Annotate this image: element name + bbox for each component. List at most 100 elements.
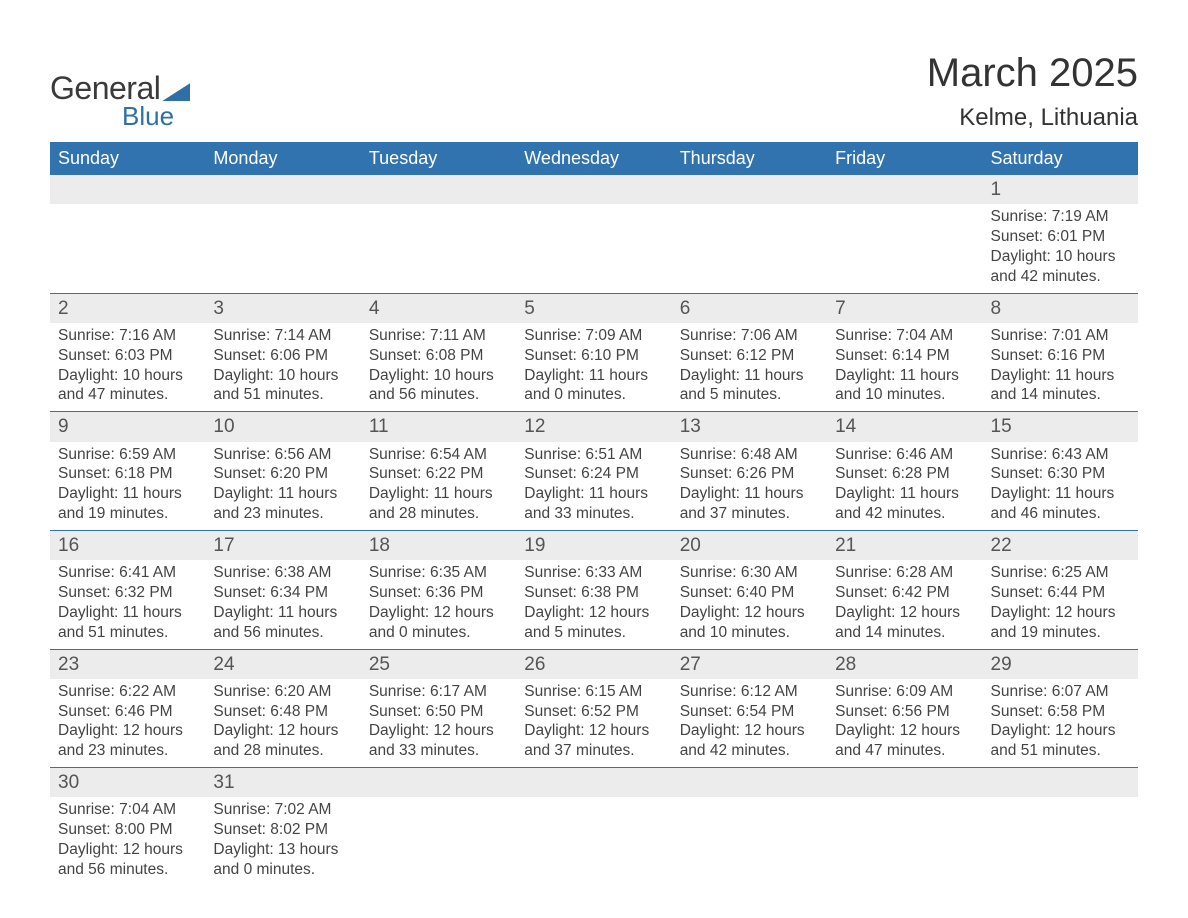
weekday-header: Saturday [983, 142, 1138, 175]
day-info-cell [516, 204, 671, 293]
weekday-header: Wednesday [516, 142, 671, 175]
day-number-cell: 21 [827, 530, 982, 560]
weekday-header: Thursday [672, 142, 827, 175]
day-number-cell: 1 [983, 175, 1138, 204]
day-number-cell [827, 175, 982, 204]
day-number-cell [827, 768, 982, 798]
day-info-cell: Sunrise: 6:22 AMSunset: 6:46 PMDaylight:… [50, 679, 205, 768]
day-info-cell: Sunrise: 6:33 AMSunset: 6:38 PMDaylight:… [516, 560, 671, 649]
day-info-cell [361, 204, 516, 293]
day-info-cell: Sunrise: 6:46 AMSunset: 6:28 PMDaylight:… [827, 442, 982, 531]
day-number-cell: 11 [361, 412, 516, 442]
day-info-row: Sunrise: 6:41 AMSunset: 6:32 PMDaylight:… [50, 560, 1138, 649]
title-block: March 2025 Kelme, Lithuania [927, 51, 1138, 132]
logo: General Blue [50, 50, 190, 132]
day-number-cell: 3 [205, 293, 360, 323]
day-info-cell: Sunrise: 6:20 AMSunset: 6:48 PMDaylight:… [205, 679, 360, 768]
day-info-cell: Sunrise: 6:43 AMSunset: 6:30 PMDaylight:… [983, 442, 1138, 531]
day-info-row: Sunrise: 6:22 AMSunset: 6:46 PMDaylight:… [50, 679, 1138, 768]
day-info-cell: Sunrise: 6:15 AMSunset: 6:52 PMDaylight:… [516, 679, 671, 768]
day-info-row: Sunrise: 7:16 AMSunset: 6:03 PMDaylight:… [50, 323, 1138, 412]
day-number-row: 2345678 [50, 293, 1138, 323]
weekday-header: Tuesday [361, 142, 516, 175]
day-number-cell: 17 [205, 530, 360, 560]
day-info-cell: Sunrise: 6:38 AMSunset: 6:34 PMDaylight:… [205, 560, 360, 649]
day-number-cell: 19 [516, 530, 671, 560]
header: General Blue March 2025 Kelme, Lithuania [50, 50, 1138, 132]
day-info-cell [361, 797, 516, 885]
day-number-cell: 28 [827, 649, 982, 679]
day-number-row: 1 [50, 175, 1138, 204]
day-number-cell: 14 [827, 412, 982, 442]
day-number-row: 23242526272829 [50, 649, 1138, 679]
day-number-cell [516, 175, 671, 204]
weekday-header: Friday [827, 142, 982, 175]
day-info-cell: Sunrise: 6:30 AMSunset: 6:40 PMDaylight:… [672, 560, 827, 649]
day-info-cell: Sunrise: 6:28 AMSunset: 6:42 PMDaylight:… [827, 560, 982, 649]
day-info-cell [827, 797, 982, 885]
day-number-cell [205, 175, 360, 204]
day-number-cell: 18 [361, 530, 516, 560]
day-info-cell: Sunrise: 7:06 AMSunset: 6:12 PMDaylight:… [672, 323, 827, 412]
day-info-cell [672, 797, 827, 885]
day-number-cell [516, 768, 671, 798]
day-number-cell: 27 [672, 649, 827, 679]
day-number-cell: 23 [50, 649, 205, 679]
day-number-cell: 2 [50, 293, 205, 323]
day-number-cell [361, 175, 516, 204]
day-info-cell: Sunrise: 7:16 AMSunset: 6:03 PMDaylight:… [50, 323, 205, 412]
weekday-header: Monday [205, 142, 360, 175]
logo-flag-icon [162, 83, 190, 101]
day-info-cell: Sunrise: 6:09 AMSunset: 6:56 PMDaylight:… [827, 679, 982, 768]
day-info-cell: Sunrise: 6:17 AMSunset: 6:50 PMDaylight:… [361, 679, 516, 768]
day-number-cell [672, 768, 827, 798]
day-number-cell: 20 [672, 530, 827, 560]
day-info-cell: Sunrise: 7:02 AMSunset: 8:02 PMDaylight:… [205, 797, 360, 885]
day-number-cell [361, 768, 516, 798]
day-info-cell: Sunrise: 6:25 AMSunset: 6:44 PMDaylight:… [983, 560, 1138, 649]
day-info-cell: Sunrise: 6:12 AMSunset: 6:54 PMDaylight:… [672, 679, 827, 768]
day-number-cell: 15 [983, 412, 1138, 442]
day-info-cell [50, 204, 205, 293]
day-info-cell: Sunrise: 7:09 AMSunset: 6:10 PMDaylight:… [516, 323, 671, 412]
day-number-cell [672, 175, 827, 204]
day-number-cell: 10 [205, 412, 360, 442]
day-info-cell [983, 797, 1138, 885]
day-number-row: 3031 [50, 768, 1138, 798]
day-info-cell: Sunrise: 7:11 AMSunset: 6:08 PMDaylight:… [361, 323, 516, 412]
day-number-cell [50, 175, 205, 204]
day-info-cell [672, 204, 827, 293]
day-info-cell: Sunrise: 6:07 AMSunset: 6:58 PMDaylight:… [983, 679, 1138, 768]
weekday-header: Sunday [50, 142, 205, 175]
day-info-cell [516, 797, 671, 885]
day-info-cell: Sunrise: 7:01 AMSunset: 6:16 PMDaylight:… [983, 323, 1138, 412]
day-number-cell [983, 768, 1138, 798]
day-info-cell: Sunrise: 6:41 AMSunset: 6:32 PMDaylight:… [50, 560, 205, 649]
day-number-cell: 8 [983, 293, 1138, 323]
day-info-cell: Sunrise: 6:51 AMSunset: 6:24 PMDaylight:… [516, 442, 671, 531]
day-info-cell: Sunrise: 6:35 AMSunset: 6:36 PMDaylight:… [361, 560, 516, 649]
day-number-cell: 30 [50, 768, 205, 798]
day-info-cell: Sunrise: 6:59 AMSunset: 6:18 PMDaylight:… [50, 442, 205, 531]
day-number-cell: 13 [672, 412, 827, 442]
day-info-row: Sunrise: 6:59 AMSunset: 6:18 PMDaylight:… [50, 442, 1138, 531]
day-info-cell: Sunrise: 6:48 AMSunset: 6:26 PMDaylight:… [672, 442, 827, 531]
day-info-cell: Sunrise: 6:54 AMSunset: 6:22 PMDaylight:… [361, 442, 516, 531]
day-info-cell [827, 204, 982, 293]
day-number-cell: 22 [983, 530, 1138, 560]
month-title: March 2025 [927, 51, 1138, 96]
day-number-row: 16171819202122 [50, 530, 1138, 560]
day-number-cell: 5 [516, 293, 671, 323]
calendar-table: SundayMondayTuesdayWednesdayThursdayFrid… [50, 142, 1138, 886]
day-number-row: 9101112131415 [50, 412, 1138, 442]
day-info-cell: Sunrise: 6:56 AMSunset: 6:20 PMDaylight:… [205, 442, 360, 531]
day-number-cell: 31 [205, 768, 360, 798]
day-number-cell: 29 [983, 649, 1138, 679]
day-number-cell: 25 [361, 649, 516, 679]
day-number-cell: 16 [50, 530, 205, 560]
day-info-cell: Sunrise: 7:04 AMSunset: 8:00 PMDaylight:… [50, 797, 205, 885]
logo-text-blue: Blue [122, 101, 190, 132]
weekday-header-row: SundayMondayTuesdayWednesdayThursdayFrid… [50, 142, 1138, 175]
day-number-cell: 24 [205, 649, 360, 679]
day-info-cell: Sunrise: 7:14 AMSunset: 6:06 PMDaylight:… [205, 323, 360, 412]
